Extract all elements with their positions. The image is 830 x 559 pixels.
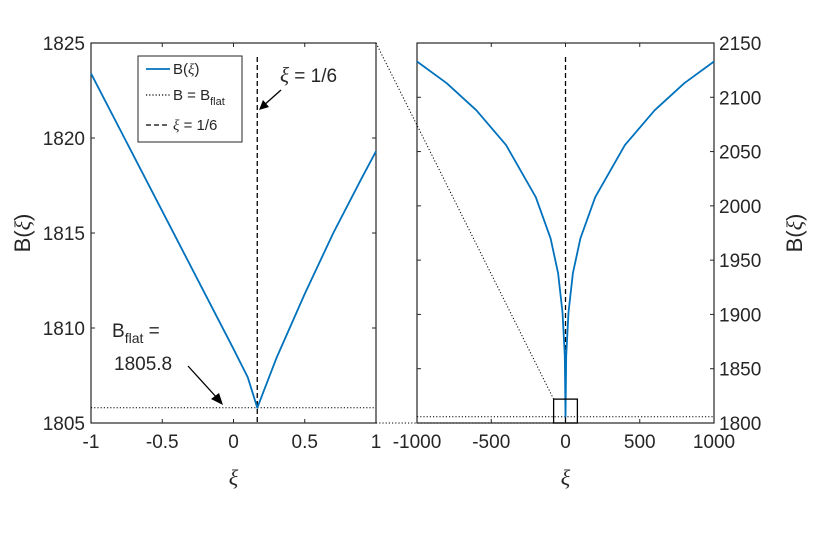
legend-box: [137, 55, 243, 143]
zoom-box: [552, 398, 579, 424]
series-line-b-xi: [416, 60, 715, 418]
y-tick-label: 2050: [719, 143, 761, 164]
x-tick-label: -1: [83, 432, 100, 453]
legend-label-dotted: B = Bflat: [173, 87, 225, 108]
annotation-xi-one-sixth: ξ = 1/6: [280, 63, 337, 87]
zoom-connector-lines: [375, 42, 555, 424]
y-tick-label: 2100: [719, 88, 761, 109]
y-tick-label: 1850: [719, 360, 761, 381]
arrow-shaft: [262, 89, 282, 107]
y-tick-label: 1950: [719, 251, 761, 272]
y-tick-label: 1825: [43, 34, 85, 55]
x-tick-label: 0: [560, 432, 571, 453]
y-tick-label: 1810: [43, 319, 85, 340]
y-tick-label: 1815: [43, 224, 85, 245]
annotation-b-flat-value: 1805.8: [114, 354, 172, 375]
x-axis-label: ξ: [229, 465, 239, 490]
x-tick-label: -500: [472, 432, 510, 453]
y-tick-label: 2000: [719, 197, 761, 218]
arrow-head: [211, 393, 223, 405]
y-tick-label: 1805: [43, 414, 85, 435]
y-tick-label: 1820: [43, 129, 85, 150]
y-axis-label: B(ξ): [10, 214, 35, 253]
x-tick-label: -1000: [393, 432, 442, 453]
annotation-b-flat: Bflat =: [112, 321, 160, 346]
x-tick-label: -0.5: [146, 432, 179, 453]
x-tick-label: 500: [624, 432, 656, 453]
x-axis-label: ξ: [561, 465, 571, 490]
y-tick-label: 2150: [719, 34, 761, 55]
x-tick-label: 1: [371, 432, 382, 453]
x-tick-label: 0.5: [292, 432, 318, 453]
zoom-connector-top: [375, 42, 555, 400]
legend: B(ξ) B = Bflat ξ = 1/6: [137, 55, 243, 143]
legend-label-solid: B(ξ): [173, 61, 199, 78]
x-tick-label: 0: [228, 432, 239, 453]
x-tick-label: 1000: [693, 432, 735, 453]
arrow-head: [259, 100, 269, 110]
y-tick-label: 1800: [719, 414, 761, 435]
legend-label-dashed: ξ = 1/6: [173, 117, 217, 134]
y-axis-label: B(ξ): [782, 214, 807, 253]
y-tick-label: 1900: [719, 305, 761, 326]
left-panel: -1 -0.5 0 0.5 118051810181518201825ξB(ξ)B(ξ)…: [10, 34, 381, 490]
arrow-shaft: [187, 365, 219, 400]
series-line-b-xi: [90, 72, 377, 409]
